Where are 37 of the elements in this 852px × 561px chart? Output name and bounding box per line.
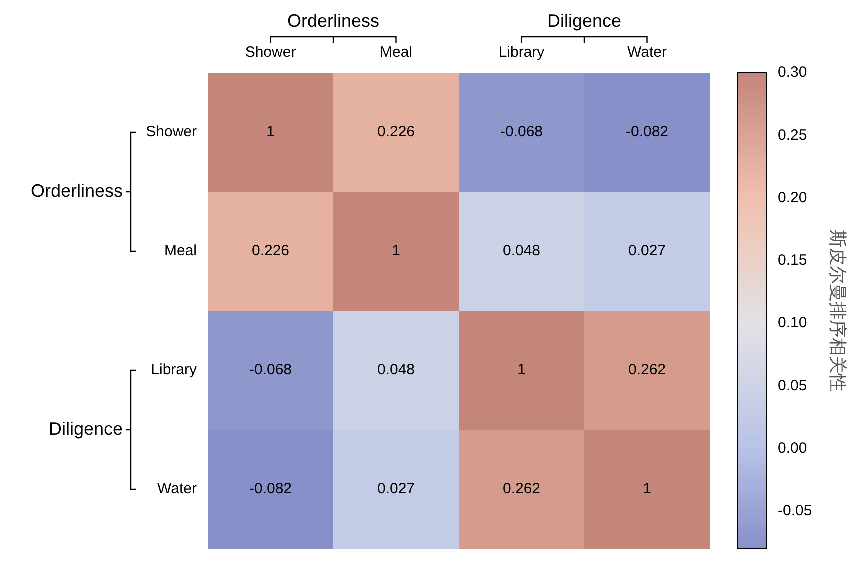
color-bar-label: 0.00 <box>778 440 808 457</box>
y-tick-label: Water <box>158 480 197 498</box>
data-label: -0.068 <box>500 124 544 141</box>
data-label: 0.262 <box>502 480 541 498</box>
text: Diligence <box>48 418 123 439</box>
color-bar-label: 0.05 <box>778 377 808 394</box>
text: Orderliness <box>30 180 123 201</box>
data-label: 1 <box>518 362 526 379</box>
color-bar-title: 斯皮尔曼排序相关性 <box>828 230 848 392</box>
data-label: 0.027 <box>628 242 666 260</box>
y-tick-label: Library <box>151 362 198 379</box>
data-label: -0.082 <box>249 480 292 498</box>
color-bar-label: 0.10 <box>778 314 808 332</box>
color-bar-label: 0.25 <box>778 126 808 144</box>
color-bar-label: -0.05 <box>778 502 812 520</box>
data-label: -0.068 <box>249 362 292 379</box>
x-tick-label: Meal <box>380 44 413 62</box>
data-label: 0.048 <box>502 242 541 260</box>
data-label: 0.027 <box>377 480 416 498</box>
color-bar-label: 0.20 <box>778 189 808 206</box>
text: Orderliness <box>287 10 380 31</box>
x-tick-label: Library <box>498 44 546 62</box>
data-label: 0.226 <box>252 242 290 260</box>
y-tick-label: Meal <box>164 242 197 260</box>
color-bar-label: 0.15 <box>778 252 808 270</box>
x-tick-label: Water <box>628 44 667 62</box>
color-bar-label: 0.30 <box>778 64 808 82</box>
y-tick-label: Shower <box>146 124 198 141</box>
data-label: 1 <box>266 124 275 141</box>
data-label: 1 <box>392 242 400 260</box>
data-label: -0.082 <box>626 124 669 141</box>
data-label: 0.262 <box>628 362 666 379</box>
x-tick-label: Shower <box>245 44 296 62</box>
text: Diligence <box>547 10 622 31</box>
data-label: 0.048 <box>377 362 416 379</box>
data-label: 1 <box>643 480 652 498</box>
data-label: 0.226 <box>377 124 416 141</box>
